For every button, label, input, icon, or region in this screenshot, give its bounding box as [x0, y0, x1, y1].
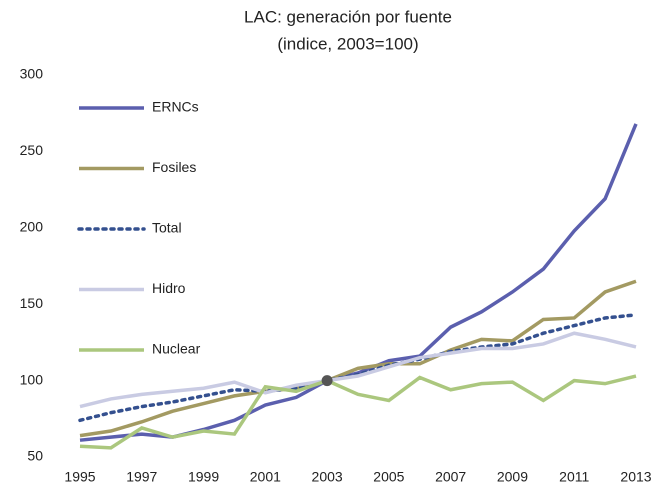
y-tick-label: 150: [20, 295, 44, 311]
x-tick-label: 2003: [312, 469, 343, 485]
series-line: [79, 374, 637, 450]
x-tick-label: 2005: [373, 469, 404, 485]
highlight-point: [321, 375, 333, 387]
y-tick-label: 250: [20, 142, 44, 158]
legend-label: Hidro: [152, 280, 186, 296]
x-tick-label: 1997: [126, 469, 157, 485]
x-tick-label: 2009: [497, 469, 528, 485]
y-tick-label: 200: [20, 219, 44, 235]
y-tick-label: 300: [20, 66, 44, 82]
legend-label: Nuclear: [152, 341, 201, 357]
chart-title: LAC: generación por fuente: [244, 7, 452, 26]
y-tick-label: 100: [20, 371, 44, 387]
legend-label: ERNCs: [152, 99, 199, 115]
x-tick-label: 2007: [435, 469, 466, 485]
series-line: [79, 331, 637, 409]
x-tick-label: 1995: [64, 469, 95, 485]
x-tick-label: 1999: [188, 469, 219, 485]
series-line: [79, 279, 637, 438]
x-tick-label: 2013: [620, 469, 651, 485]
chart-subtitle: (indice, 2003=100): [277, 34, 418, 53]
y-tick-label: 50: [27, 448, 43, 464]
x-tick-label: 2011: [559, 469, 589, 485]
legend-label: Fosiles: [152, 159, 196, 175]
legend-label: Total: [152, 220, 182, 236]
x-tick-label: 2001: [250, 469, 281, 485]
